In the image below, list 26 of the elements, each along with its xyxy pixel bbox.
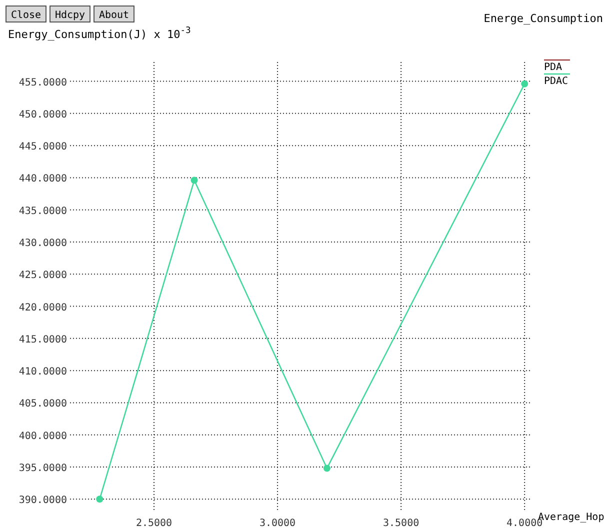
toolbar: Close Hdcpy About bbox=[6, 6, 134, 22]
legend-label: PDAC bbox=[544, 76, 568, 87]
legend-label: PDA bbox=[544, 62, 562, 73]
point bbox=[96, 496, 104, 503]
y-tick-label: 435.0000 bbox=[18, 206, 67, 217]
x-tick-label: 2.5000 bbox=[136, 518, 172, 529]
y-tick-label: 390.0000 bbox=[18, 495, 67, 506]
point bbox=[323, 464, 330, 472]
chart-title: Energe_Consumption bbox=[484, 12, 603, 25]
point bbox=[190, 176, 198, 184]
y-axis-title: Energy_Consumption(J) x 10$^{-3}$ bbox=[8, 26, 191, 41]
y-tick-label: 415.0000 bbox=[18, 334, 67, 346]
y-tick-label: 430.0000 bbox=[18, 238, 67, 249]
y-tick-label: 420.0000 bbox=[18, 302, 67, 314]
y-tick-label: 400.0000 bbox=[18, 430, 67, 442]
y-tick-label: 445.0000 bbox=[18, 142, 67, 153]
y-tick-label: 410.0000 bbox=[18, 366, 67, 378]
y-tick-label: 450.0000 bbox=[18, 109, 67, 120]
x-tick-label: 3.5000 bbox=[382, 518, 420, 529]
y-tick-label: 455.0000 bbox=[18, 77, 67, 88]
y-tick-label: 425.0000 bbox=[18, 270, 67, 282]
y-tick-label: 405.0000 bbox=[18, 398, 67, 410]
point bbox=[521, 80, 528, 88]
y-tick-label: 395.0000 bbox=[18, 463, 67, 474]
x-tick-label: 3.0000 bbox=[259, 518, 296, 529]
y-tick-label: 440.0000 bbox=[18, 174, 67, 185]
